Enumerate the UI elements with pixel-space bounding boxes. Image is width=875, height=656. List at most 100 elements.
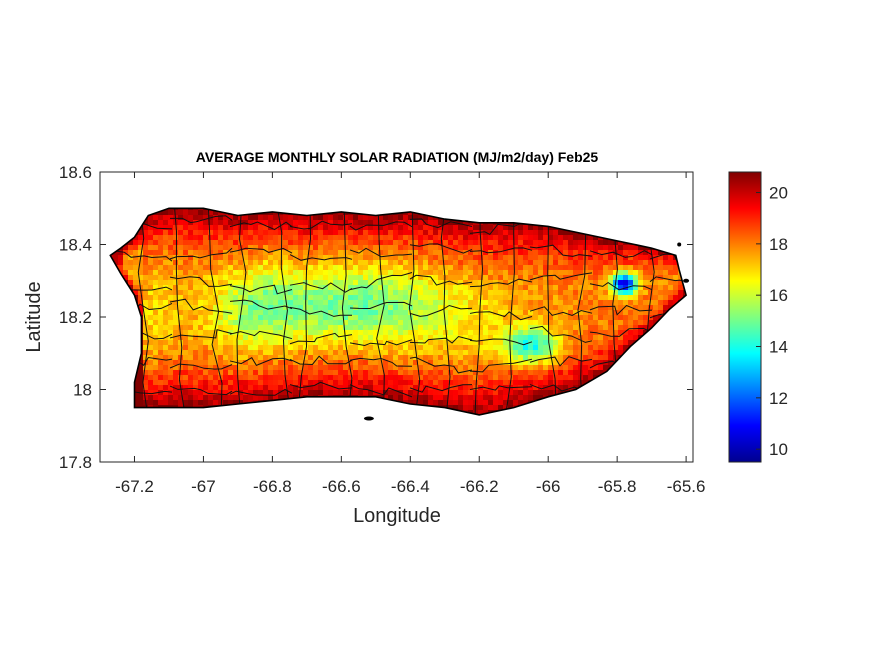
heat-cell bbox=[298, 240, 304, 246]
heat-cell bbox=[638, 305, 644, 311]
heat-cell bbox=[258, 295, 264, 301]
heat-cell bbox=[498, 275, 504, 281]
heat-cell bbox=[148, 340, 154, 346]
heat-cell bbox=[153, 350, 159, 356]
heat-cell bbox=[578, 235, 584, 241]
heat-cell bbox=[358, 300, 364, 306]
heat-cell bbox=[628, 270, 634, 276]
heat-cell bbox=[133, 270, 139, 276]
heat-cell bbox=[338, 245, 344, 251]
heat-cell bbox=[493, 365, 499, 371]
heat-cell bbox=[388, 390, 394, 396]
heat-cell bbox=[463, 400, 469, 406]
heat-cell bbox=[523, 285, 529, 291]
heat-cell bbox=[608, 285, 614, 291]
heat-cell bbox=[213, 270, 219, 276]
heat-cell bbox=[393, 290, 399, 296]
heat-cell bbox=[413, 395, 419, 401]
heat-cell bbox=[233, 315, 239, 321]
heat-cell bbox=[623, 310, 629, 316]
heat-cell bbox=[213, 260, 219, 266]
heat-cell bbox=[293, 390, 299, 396]
heat-cell bbox=[508, 260, 514, 266]
heat-cell bbox=[513, 330, 519, 336]
heat-cell bbox=[438, 325, 444, 331]
heat-cell bbox=[568, 350, 574, 356]
heat-cell bbox=[373, 370, 379, 376]
heat-cell bbox=[143, 310, 149, 316]
heat-cell bbox=[393, 395, 399, 401]
heat-cell bbox=[518, 400, 524, 406]
heat-cell bbox=[228, 330, 234, 336]
heat-cell bbox=[193, 375, 199, 381]
heat-cell bbox=[268, 220, 274, 226]
heat-cell bbox=[623, 315, 629, 321]
heat-cell bbox=[273, 335, 279, 341]
heat-cell bbox=[538, 295, 544, 301]
heat-cell bbox=[648, 270, 654, 276]
heat-cell bbox=[203, 255, 209, 261]
heat-cell bbox=[403, 280, 409, 286]
heat-cell bbox=[318, 365, 324, 371]
heat-cell bbox=[193, 240, 199, 246]
heat-cell bbox=[268, 285, 274, 291]
heat-cell bbox=[278, 255, 284, 261]
heat-cell bbox=[348, 255, 354, 261]
heat-cell bbox=[233, 370, 239, 376]
heat-cell bbox=[498, 240, 504, 246]
heat-cell bbox=[413, 315, 419, 321]
heat-cell bbox=[488, 365, 494, 371]
heat-cell bbox=[443, 390, 449, 396]
heat-cell bbox=[523, 325, 529, 331]
heat-cell bbox=[318, 290, 324, 296]
heat-cell bbox=[278, 380, 284, 386]
heat-cell bbox=[243, 215, 249, 221]
heat-cell bbox=[158, 255, 164, 261]
heat-cell bbox=[423, 300, 429, 306]
heat-cell bbox=[173, 255, 179, 261]
heat-cell bbox=[668, 290, 674, 296]
heat-cell bbox=[478, 315, 484, 321]
heat-cell bbox=[183, 265, 189, 271]
heat-cell bbox=[608, 280, 614, 286]
heat-cell bbox=[423, 235, 429, 241]
heat-cell bbox=[238, 305, 244, 311]
heat-cell bbox=[218, 225, 224, 231]
heat-cell bbox=[653, 290, 659, 296]
heat-cell bbox=[193, 315, 199, 321]
heat-cell bbox=[163, 300, 169, 306]
heat-cell bbox=[313, 295, 319, 301]
heat-cell bbox=[368, 330, 374, 336]
heat-cell bbox=[248, 230, 254, 236]
heat-cell bbox=[643, 305, 649, 311]
heat-cell bbox=[298, 250, 304, 256]
heat-cell bbox=[363, 275, 369, 281]
heat-cell bbox=[153, 240, 159, 246]
heat-cell bbox=[218, 335, 224, 341]
heat-cell bbox=[143, 285, 149, 291]
heat-cell bbox=[468, 325, 474, 331]
heat-cell bbox=[388, 285, 394, 291]
heat-cell bbox=[293, 365, 299, 371]
heat-cell bbox=[453, 315, 459, 321]
heat-cell bbox=[388, 350, 394, 356]
heat-cell bbox=[163, 380, 169, 386]
heat-cell bbox=[183, 385, 189, 391]
heat-cell bbox=[353, 280, 359, 286]
heat-cell bbox=[393, 385, 399, 391]
heat-cell bbox=[588, 320, 594, 326]
heat-cell bbox=[358, 305, 364, 311]
heat-cell bbox=[253, 270, 259, 276]
heat-cell bbox=[408, 345, 414, 351]
heat-cell bbox=[423, 305, 429, 311]
heat-cell bbox=[423, 315, 429, 321]
heat-cell bbox=[323, 300, 329, 306]
heat-cell bbox=[183, 375, 189, 381]
heat-cell bbox=[478, 305, 484, 311]
heat-cell bbox=[428, 300, 434, 306]
heat-cell bbox=[198, 385, 204, 391]
heat-cell bbox=[158, 235, 164, 241]
heat-cell bbox=[603, 345, 609, 351]
heat-cell bbox=[613, 275, 619, 281]
heat-cell bbox=[298, 335, 304, 341]
